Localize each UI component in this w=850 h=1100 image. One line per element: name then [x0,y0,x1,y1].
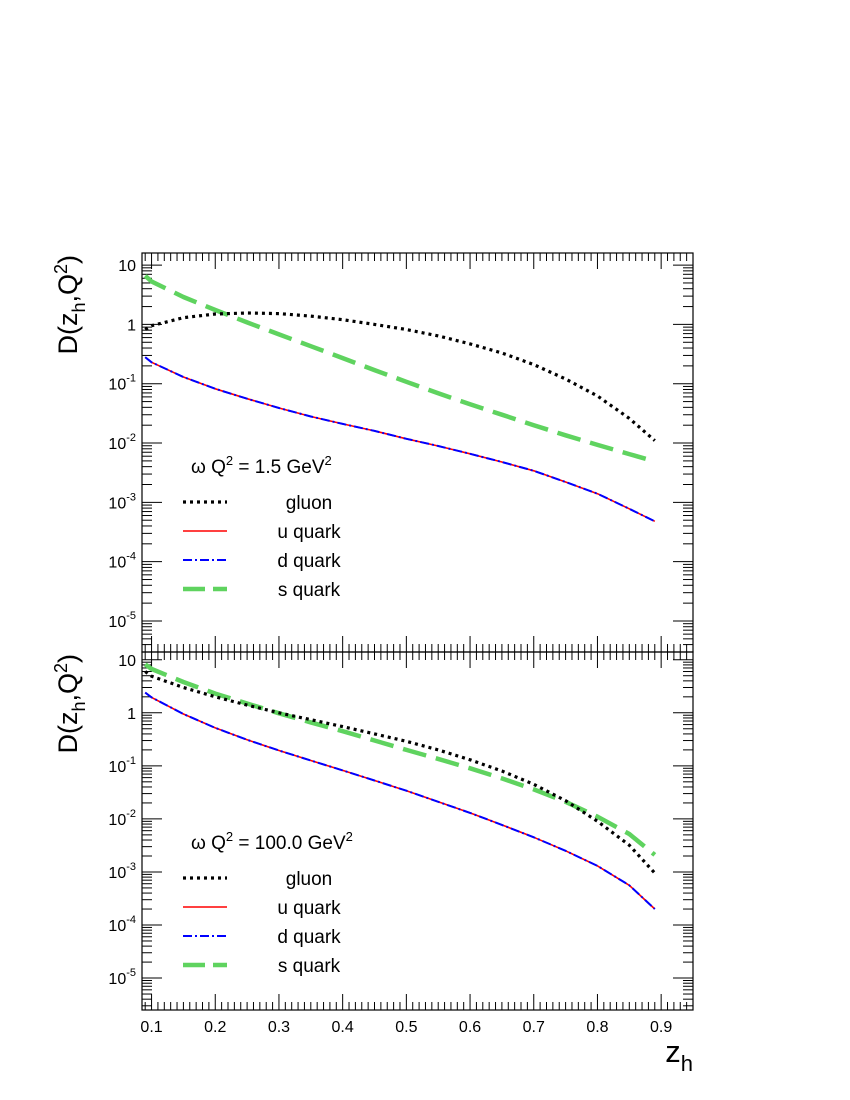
legend-title-q-exp: 2 [226,829,233,844]
legend-title-unit-exp: 2 [346,829,353,844]
x-tick-label: 0.8 [586,1019,608,1036]
legend-title-value: = 100.0 GeV [233,833,346,854]
y-tick-label: 10-2 [108,432,136,453]
x-axis-label: zh [665,1034,693,1076]
y-tick-label: 10-3 [108,491,136,512]
y-tick-label: 10-5 [108,610,136,631]
legend-title: ω Q2 = 100.0 GeV2 [191,829,353,854]
x-tick-label: 0.9 [650,1019,672,1036]
y-axis-label-end: ) [53,255,83,264]
y-tick-label: 10-1 [108,755,136,776]
series-line-gluon [144,311,656,442]
series-line-s-quark [143,274,656,464]
y-axis-label: D(zh,Q2) [51,255,89,355]
y-axis-label: D(zh,Q2) [51,654,89,754]
y-axis-label-mid: ,Q [53,673,83,702]
series-line-s-quark [143,662,657,857]
x-tick-label: 0.3 [268,1019,290,1036]
legend-label: u quark [277,898,341,919]
x-axis-label-main: z [665,1034,681,1069]
y-tick-label: 10 [118,653,136,670]
legend-title-hadron: ω [191,457,211,478]
legend-title-q: Q [211,833,226,854]
y-tick-label: 1 [127,706,136,723]
plot-frame [141,651,694,1011]
y-axis-label-sup: 2 [51,264,71,274]
y-tick-label: 10 [118,258,136,275]
panel-2: 10-5 10-4 10-3 10-2 10-1 1 10 0.1 0.2 0.3 0.4 0.5 0.… [51,651,694,1076]
legend-label: gluon [286,869,333,890]
legend-title-unit-exp: 2 [325,453,332,468]
y-tick-label: 10-2 [108,808,136,829]
y-tick-label: 10-1 [108,373,136,394]
y-tick-label: 10-5 [108,967,136,988]
series-group [143,274,656,523]
legend-title-hadron: ω [191,833,211,854]
legend-title: ω Q2 = 1.5 GeV2 [191,453,332,478]
y-tick-label: 1 [127,317,136,334]
y-axis-label-main: D(z [53,712,83,754]
legend-label: gluon [286,493,333,514]
legend-label: u quark [277,522,341,543]
legend-label: d quark [277,551,341,572]
x-tick-label: 0.2 [204,1019,226,1036]
x-tick-label: 0.1 [140,1019,162,1036]
y-axis-label-end: ) [53,654,83,663]
legend-label: d quark [277,927,341,948]
y-axis-label-mid: ,Q [53,274,83,303]
x-tick-label: 0.7 [523,1019,545,1036]
x-tick-label: 0.6 [459,1019,481,1036]
y-axis-label-sub: h [69,702,89,712]
y-axis-label-main: D(z [53,313,83,355]
y-axis-label-sub: h [69,303,89,313]
series-line-d-quark [144,691,656,910]
x-tick-label: 0.5 [395,1019,417,1036]
y-axis-label-sup: 2 [51,663,71,673]
y-tick-label: 10-3 [108,861,136,882]
legend-title-q-exp: 2 [226,453,233,468]
series-line-gluon [144,670,656,875]
y-tick-label: 10-4 [108,914,136,935]
legend-title-value: = 1.5 GeV [233,457,325,478]
series-group [143,662,657,910]
legend-label: s quark [278,956,341,977]
x-tick-label: 0.4 [332,1019,354,1036]
series-line-d-quark [144,356,656,523]
y-tick-label: 10-4 [108,551,136,572]
legend-label: s quark [278,580,341,601]
legend-title-q: Q [211,457,226,478]
series-line-u-quark [144,691,656,910]
x-axis-label-sub: h [681,1051,693,1076]
